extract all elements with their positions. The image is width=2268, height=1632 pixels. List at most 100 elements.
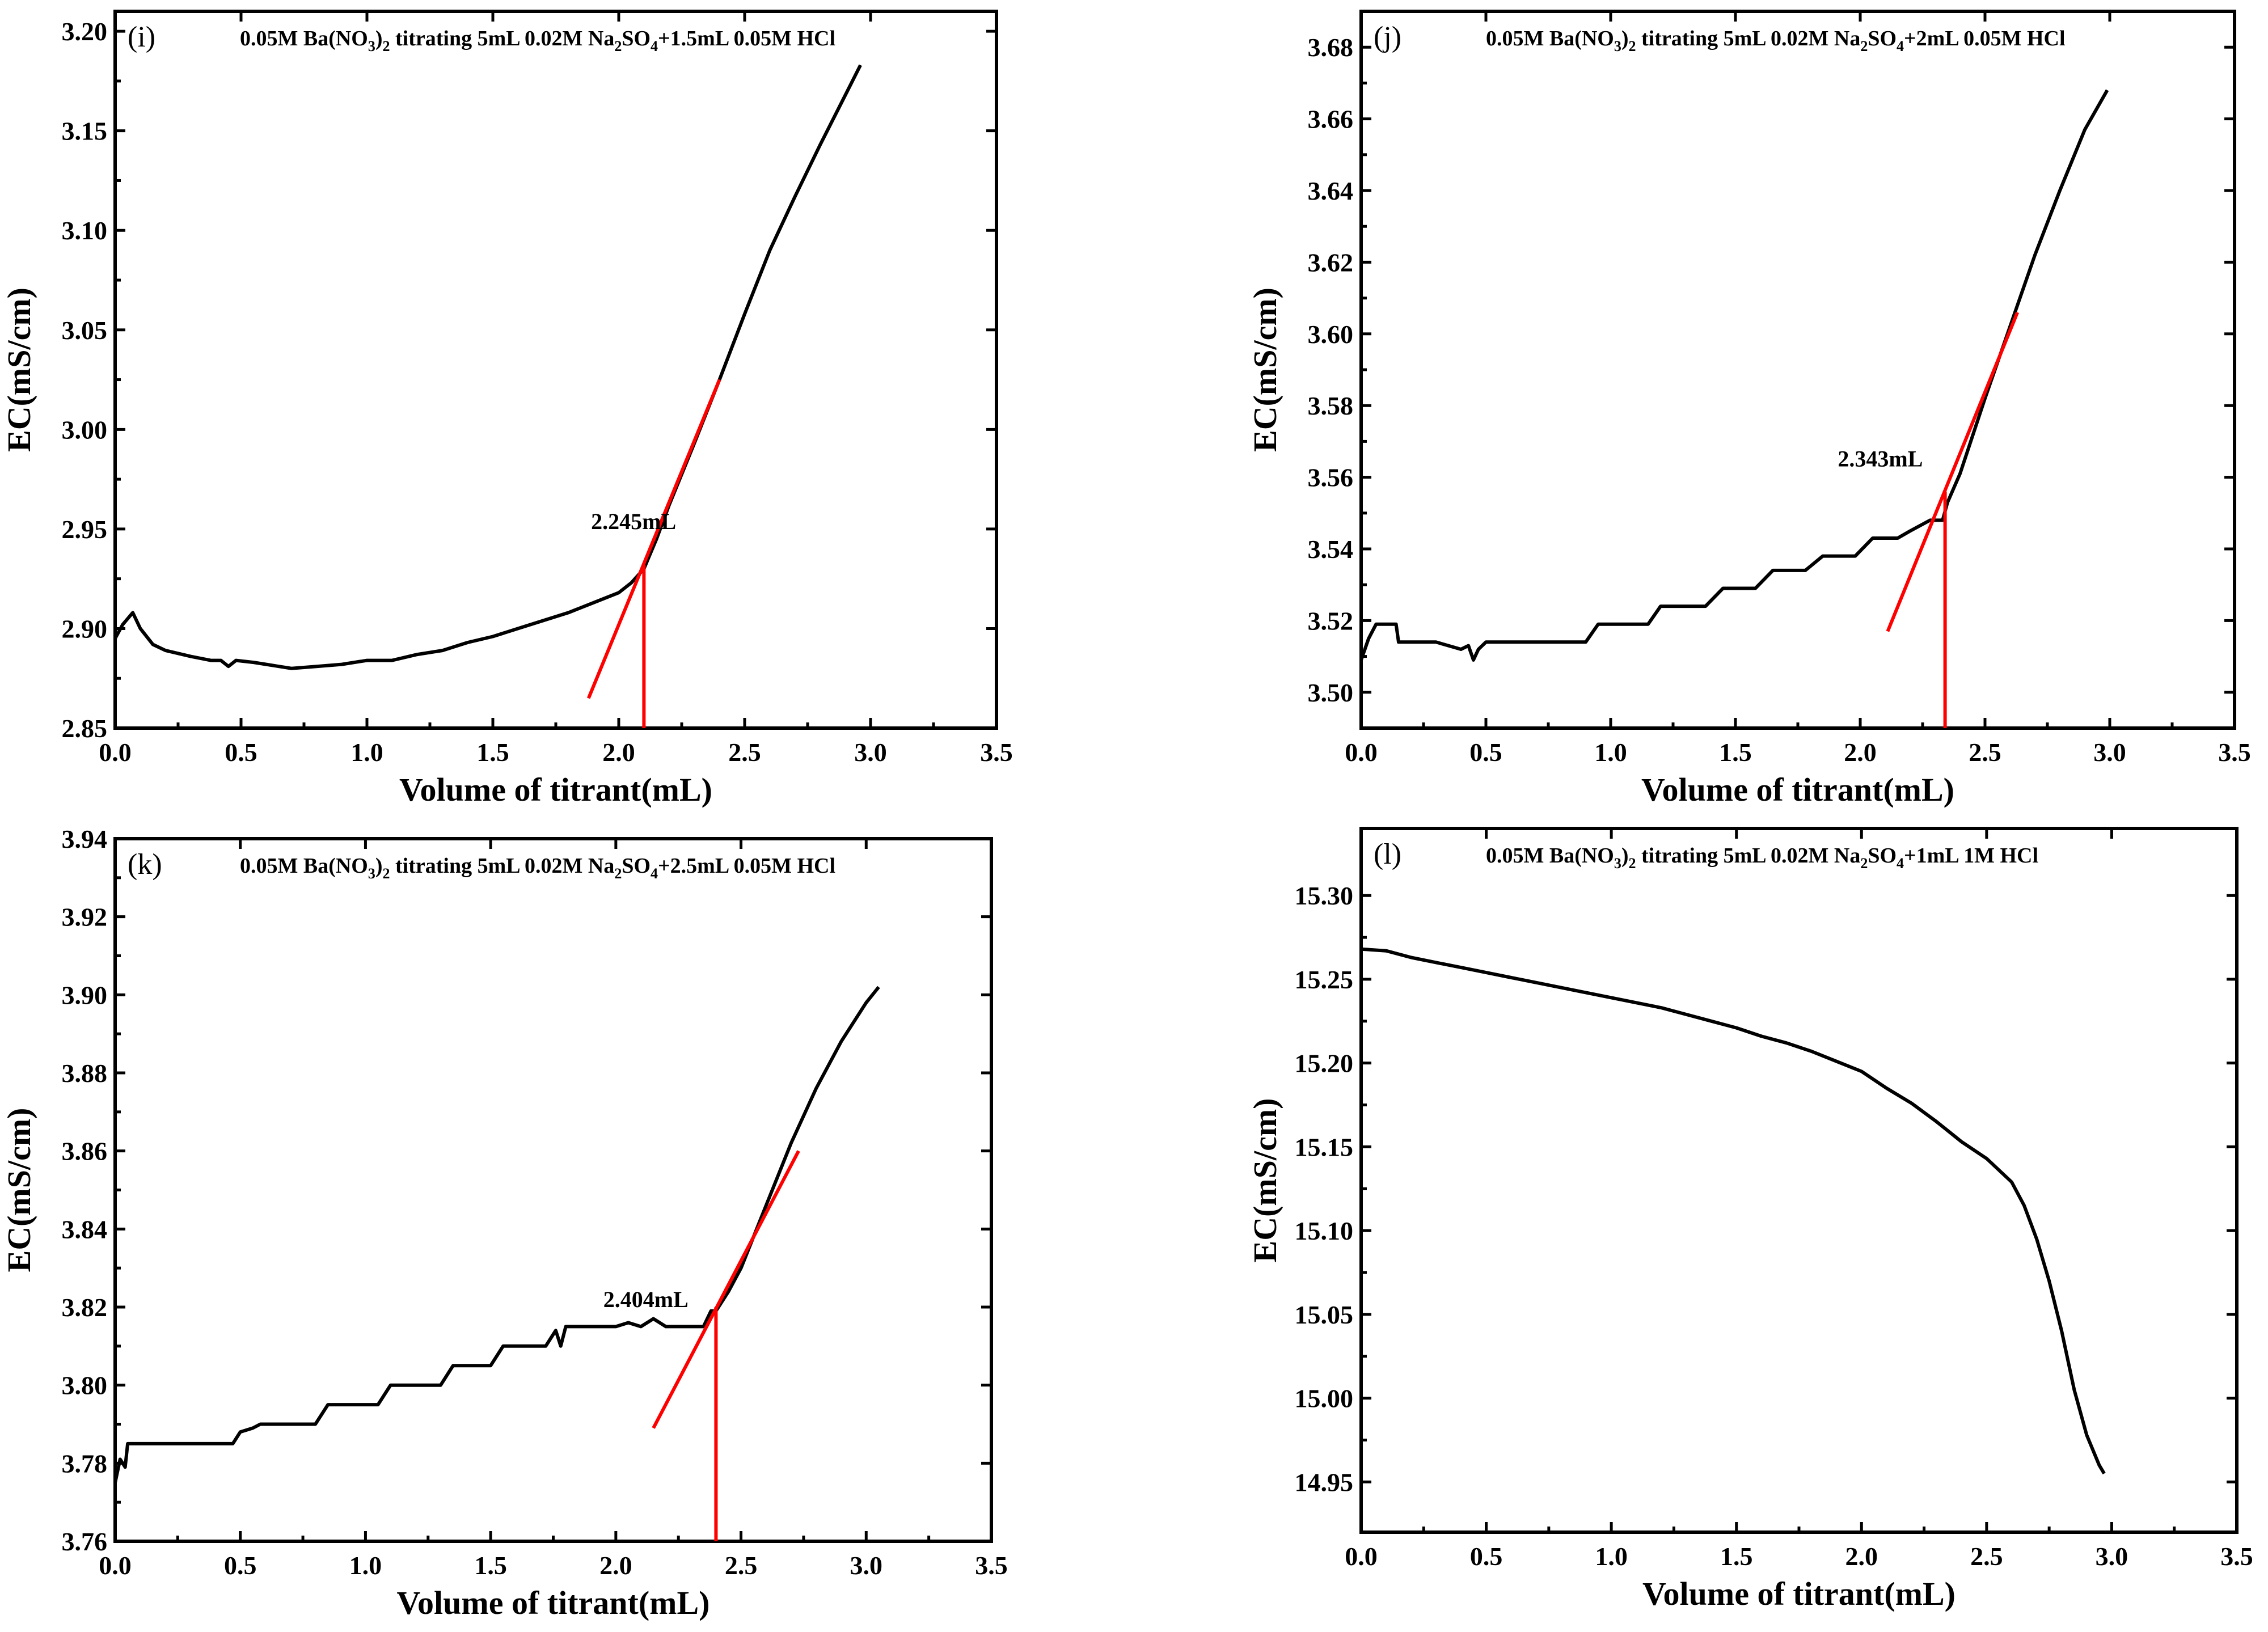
title-subscript: 2 — [1860, 38, 1868, 54]
x-tick-label: 3.0 — [854, 738, 887, 767]
panel-label: (j) — [1374, 21, 1401, 53]
y-tick-label: 3.58 — [1308, 391, 1354, 420]
panel-title: 0.05M Ba(NO3)2 titrating 5mL 0.02M Na2SO… — [240, 854, 835, 882]
x-tick-label: 0.5 — [225, 738, 257, 767]
x-tick-label: 3.5 — [980, 738, 1013, 767]
title-subscript: 3 — [1614, 38, 1621, 54]
x-tick-label: 2.5 — [728, 738, 761, 767]
x-tick-label: 1.5 — [476, 738, 509, 767]
tangent-line — [652, 1150, 800, 1429]
y-tick-label: 3.64 — [1308, 176, 1354, 205]
chart-panel: 0.0 0.5 1.0 1.5 2.0 2.5 3.0 3.5 2.85 2.90 2.95 3.00… — [1, 10, 1013, 808]
y-tick-label: 15.15 — [1295, 1132, 1354, 1161]
series-line — [113, 64, 862, 670]
title-segment: +2mL 0.05M HCl — [1904, 27, 2065, 50]
x-tick-label: 0.5 — [224, 1551, 257, 1580]
y-tick-label: 15.30 — [1295, 881, 1354, 910]
series-line — [113, 986, 880, 1483]
plot-frame — [113, 10, 998, 730]
title-segment: ) — [1621, 27, 1629, 50]
title-segment: titrating 5mL 0.02M Na — [1636, 27, 1861, 50]
y-tick-label: 15.20 — [1295, 1049, 1354, 1078]
x-axis-title: Volume of titrant(mL) — [1642, 1575, 1956, 1612]
x-axis-title: Volume of titrant(mL) — [1641, 771, 1954, 808]
y-tick-label: 3.66 — [1308, 105, 1354, 134]
title-subscript: 4 — [651, 38, 658, 54]
chart-panel: 0.0 0.5 1.0 1.5 2.0 2.5 3.0 3.5 3.76 3.78 3.80 3.82… — [1, 825, 1008, 1621]
x-tick-label: 2.0 — [1845, 1542, 1878, 1571]
y-tick-label: 15.25 — [1295, 965, 1354, 994]
y-tick-label: 3.92 — [62, 903, 108, 932]
y-tick-label: 3.20 — [62, 17, 108, 46]
title-segment: SO — [622, 854, 651, 878]
endpoint-annotation: 2.404mL — [603, 1287, 689, 1312]
y-tick-label: 15.10 — [1295, 1216, 1354, 1245]
title-segment: 0.05M Ba(NO — [240, 854, 368, 878]
title-segment: SO — [1868, 27, 1897, 50]
x-tick-label: 0.0 — [99, 1551, 132, 1580]
title-subscript: 2 — [383, 38, 390, 54]
panel-title: 0.05M Ba(NO3)2 titrating 5mL 0.02M Na2SO… — [240, 27, 835, 54]
title-subscript: 2 — [1860, 855, 1868, 872]
panel-title: 0.05M Ba(NO3)2 titrating 5mL 0.02M Na2SO… — [1486, 844, 2038, 872]
x-tick-label: 3.5 — [2218, 738, 2251, 767]
x-axis-title: Volume of titrant(mL) — [397, 1584, 710, 1621]
title-segment: titrating 5mL 0.02M Na — [1636, 844, 1861, 868]
title-segment: +1mL 1M HCl — [1904, 844, 2038, 868]
plot-frame — [113, 837, 993, 1543]
endpoint-annotation: 2.343mL — [1838, 446, 1923, 472]
x-tick-label: 1.0 — [350, 738, 383, 767]
y-tick-label: 3.05 — [62, 316, 108, 345]
title-segment: +1.5mL 0.05M HCl — [658, 27, 835, 50]
y-tick-label: 3.94 — [62, 825, 108, 853]
y-axis-title: EC(mS/cm) — [1, 1108, 37, 1272]
title-subscript: 4 — [1897, 38, 1904, 54]
x-tick-label: 3.0 — [2093, 738, 2126, 767]
y-tick-label: 14.95 — [1295, 1468, 1354, 1496]
y-tick-label: 3.84 — [62, 1215, 108, 1244]
title-segment: 0.05M Ba(NO — [1486, 27, 1614, 50]
y-axis-title: EC(mS/cm) — [1247, 1098, 1283, 1263]
y-tick-label: 15.00 — [1295, 1384, 1354, 1413]
x-tick-label: 0.5 — [1470, 1542, 1503, 1571]
x-tick-label: 3.5 — [975, 1551, 1008, 1580]
y-tick-label: 3.15 — [62, 117, 108, 146]
y-tick-label: 3.76 — [62, 1527, 108, 1556]
title-subscript: 2 — [1629, 38, 1636, 54]
y-tick-label: 3.82 — [62, 1293, 108, 1322]
panel-title: 0.05M Ba(NO3)2 titrating 5mL 0.02M Na2SO… — [1486, 27, 2066, 54]
y-tick-label: 3.86 — [62, 1137, 108, 1166]
title-segment: 0.05M Ba(NO — [240, 27, 368, 50]
title-subscript: 2 — [614, 38, 622, 54]
title-subscript: 2 — [1629, 855, 1636, 872]
x-tick-label: 1.5 — [474, 1551, 507, 1580]
title-segment: SO — [622, 27, 651, 50]
y-tick-label: 3.88 — [62, 1059, 108, 1088]
y-tick-label: 2.85 — [62, 714, 108, 743]
plot-frame — [1359, 10, 2236, 730]
series-line — [1361, 947, 2106, 1475]
title-subscript: 3 — [368, 38, 375, 54]
series-line — [1359, 89, 2109, 662]
title-subscript: 4 — [1897, 855, 1904, 872]
x-tick-label: 0.0 — [1345, 1542, 1378, 1571]
x-tick-label: 0.0 — [1345, 738, 1378, 767]
title-segment: titrating 5mL 0.02M Na — [390, 27, 615, 50]
y-tick-label: 3.00 — [62, 415, 108, 444]
title-subscript: 2 — [383, 865, 390, 882]
x-tick-label: 2.5 — [725, 1551, 758, 1580]
y-tick-label: 3.68 — [1308, 33, 1354, 62]
tangent-line — [1886, 311, 2019, 632]
x-tick-label: 3.0 — [850, 1551, 883, 1580]
plot-frame — [1359, 827, 2239, 1534]
y-axis-title: EC(mS/cm) — [1, 287, 37, 452]
x-tick-label: 1.0 — [1594, 738, 1627, 767]
y-tick-label: 3.52 — [1308, 606, 1354, 635]
y-tick-label: 3.62 — [1308, 248, 1354, 277]
title-segment: ) — [375, 854, 383, 878]
x-tick-label: 0.0 — [99, 738, 132, 767]
x-tick-label: 0.5 — [1469, 738, 1502, 767]
title-segment: titrating 5mL 0.02M Na — [390, 854, 615, 878]
y-tick-label: 3.90 — [62, 980, 108, 1009]
